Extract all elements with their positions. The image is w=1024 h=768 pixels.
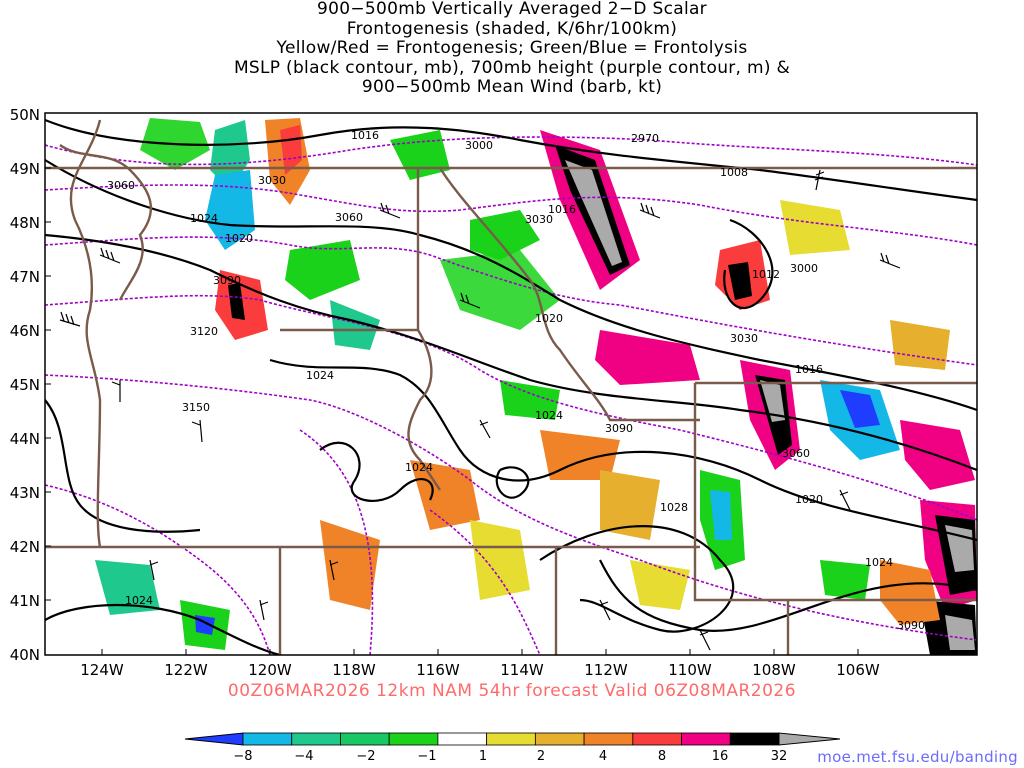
lat-label: 46N: [10, 322, 40, 340]
colorbar-swatch: [291, 732, 341, 746]
map-plot-area: 1016 1008 1024 1020 1016 1012 1020 1024 …: [45, 113, 977, 655]
title-line-5: 900−500mb Mean Wind (barb, kt): [361, 77, 663, 97]
mslp-label: 1024: [190, 212, 218, 225]
title-line-4: MSLP (black contour, mb), 700mb height (…: [233, 57, 791, 78]
lat-label: 41N: [10, 592, 40, 610]
height-label: 3000: [790, 262, 818, 275]
colorbar-swatch: [388, 732, 439, 746]
height-label: 3090: [213, 274, 241, 287]
height-label: 3090: [897, 619, 925, 632]
mslp-label: 1016: [351, 129, 379, 142]
map-title: 900−500mb Vertically Averaged 2−D Scalar…: [0, 0, 1024, 98]
lat-label: 42N: [10, 538, 40, 556]
title-line-3: Yellow/Red = Frontogenesis; Green/Blue =…: [276, 38, 748, 58]
mslp-label: 1024: [865, 556, 893, 569]
height-label: 3060: [335, 211, 363, 224]
lat-label: 50N: [10, 106, 40, 124]
colorbar-end-triangle: [778, 732, 841, 746]
lon-label: 112W: [584, 661, 628, 679]
colorbar-swatch: [486, 732, 536, 746]
height-label: 3060: [107, 179, 135, 192]
wind-barbs: [59, 169, 901, 651]
lat-label: 43N: [10, 484, 40, 502]
lat-label: 44N: [10, 430, 40, 448]
mslp-label: 1024: [125, 594, 153, 607]
height-label: 3120: [190, 325, 218, 338]
colorbar-tick-label: −2: [356, 749, 375, 764]
mslp-label: 1012: [752, 268, 780, 281]
title-line-1: 900−500mb Vertically Averaged 2−D Scalar: [317, 0, 707, 19]
longitude-labels: 124W 122W 120W 118W 116W 114W 112W 110W …: [80, 661, 880, 679]
colorbar-boxes: [184, 732, 841, 746]
mslp-label: 1020: [535, 312, 563, 325]
lat-label: 40N: [10, 646, 40, 664]
height-label: 3030: [730, 332, 758, 345]
lon-label: 114W: [500, 661, 544, 679]
colorbar-tick-label: −1: [417, 749, 436, 764]
colorbar-swatch: [242, 732, 293, 746]
height-label: 3150: [182, 401, 210, 414]
latitude-ticks: [45, 167, 51, 601]
lon-label: 122W: [164, 661, 208, 679]
height-label: 3060: [782, 447, 810, 460]
colorbar-swatch: [340, 732, 390, 746]
mslp-label: 1024: [306, 369, 334, 382]
colorbar-swatch: [437, 732, 488, 746]
title-line-2: Frontogenesis (shaded, K/6hr/100km): [346, 18, 678, 39]
lon-label: 124W: [80, 661, 124, 679]
mslp-label: 1020: [225, 232, 253, 245]
lon-label: 118W: [332, 661, 376, 679]
mslp-label: 1024: [405, 461, 433, 474]
colorbar-tick-label: 32: [771, 749, 788, 764]
lat-label: 48N: [10, 214, 40, 232]
lat-label: 49N: [10, 160, 40, 178]
height-label: 2970: [631, 132, 659, 145]
forecast-subtitle: 00Z06MAR2026 12km NAM 54hr forecast Vali…: [227, 681, 797, 701]
lon-label: 108W: [752, 661, 796, 679]
colorbar-tick-label: 2: [537, 749, 545, 764]
colorbar-tick-label: 1: [479, 749, 487, 764]
mslp-label: 1008: [720, 166, 748, 179]
height-label: 3090: [605, 422, 633, 435]
longitude-ticks: [101, 649, 943, 655]
lat-label: 47N: [10, 268, 40, 286]
colorbar-tick-label: −8: [233, 749, 252, 764]
height-labels: 2970 3000 3060 3030 3060 3030 3000 3090 …: [107, 132, 925, 632]
colorbar-swatch: [729, 732, 780, 746]
frontogenesis-shading: [95, 118, 977, 655]
lon-label: 106W: [836, 661, 880, 679]
mslp-label: 1016: [548, 203, 576, 216]
lat-label: 45N: [10, 376, 40, 394]
lon-label: 110W: [668, 661, 712, 679]
colorbar-end-triangle: [184, 732, 244, 746]
lon-label: 116W: [416, 661, 460, 679]
site-url: moe.met.fsu.edu/banding: [817, 748, 1018, 766]
political-borders: [45, 119, 977, 655]
mslp-label: 1020: [795, 493, 823, 506]
latitude-labels: 50N 49N 48N 47N 46N 45N 44N 43N 42N 41N …: [10, 106, 40, 664]
height-label: 3030: [525, 213, 553, 226]
colorbar-tick-label: 8: [658, 749, 666, 764]
colorbar-labels: −8 −4 −2 −1 1 2 4 8 16 32: [233, 749, 787, 764]
colorbar-tick-label: 16: [712, 749, 729, 764]
colorbar-tick-label: 4: [599, 749, 607, 764]
colorbar-swatch: [583, 732, 634, 746]
mslp-label: 1016: [795, 363, 823, 376]
height-label: 3030: [258, 174, 286, 187]
mslp-contours: [45, 118, 977, 655]
mslp-labels: 1016 1008 1024 1020 1016 1012 1020 1024 …: [125, 129, 893, 607]
colorbar-tick-label: −4: [294, 749, 313, 764]
colorbar-swatch: [534, 732, 585, 746]
mslp-label: 1024: [535, 409, 563, 422]
mslp-label: 1028: [660, 501, 688, 514]
colorbar-swatch: [632, 732, 682, 746]
lon-label: 120W: [248, 661, 292, 679]
height-label: 3000: [465, 139, 493, 152]
colorbar-swatch: [681, 732, 731, 746]
